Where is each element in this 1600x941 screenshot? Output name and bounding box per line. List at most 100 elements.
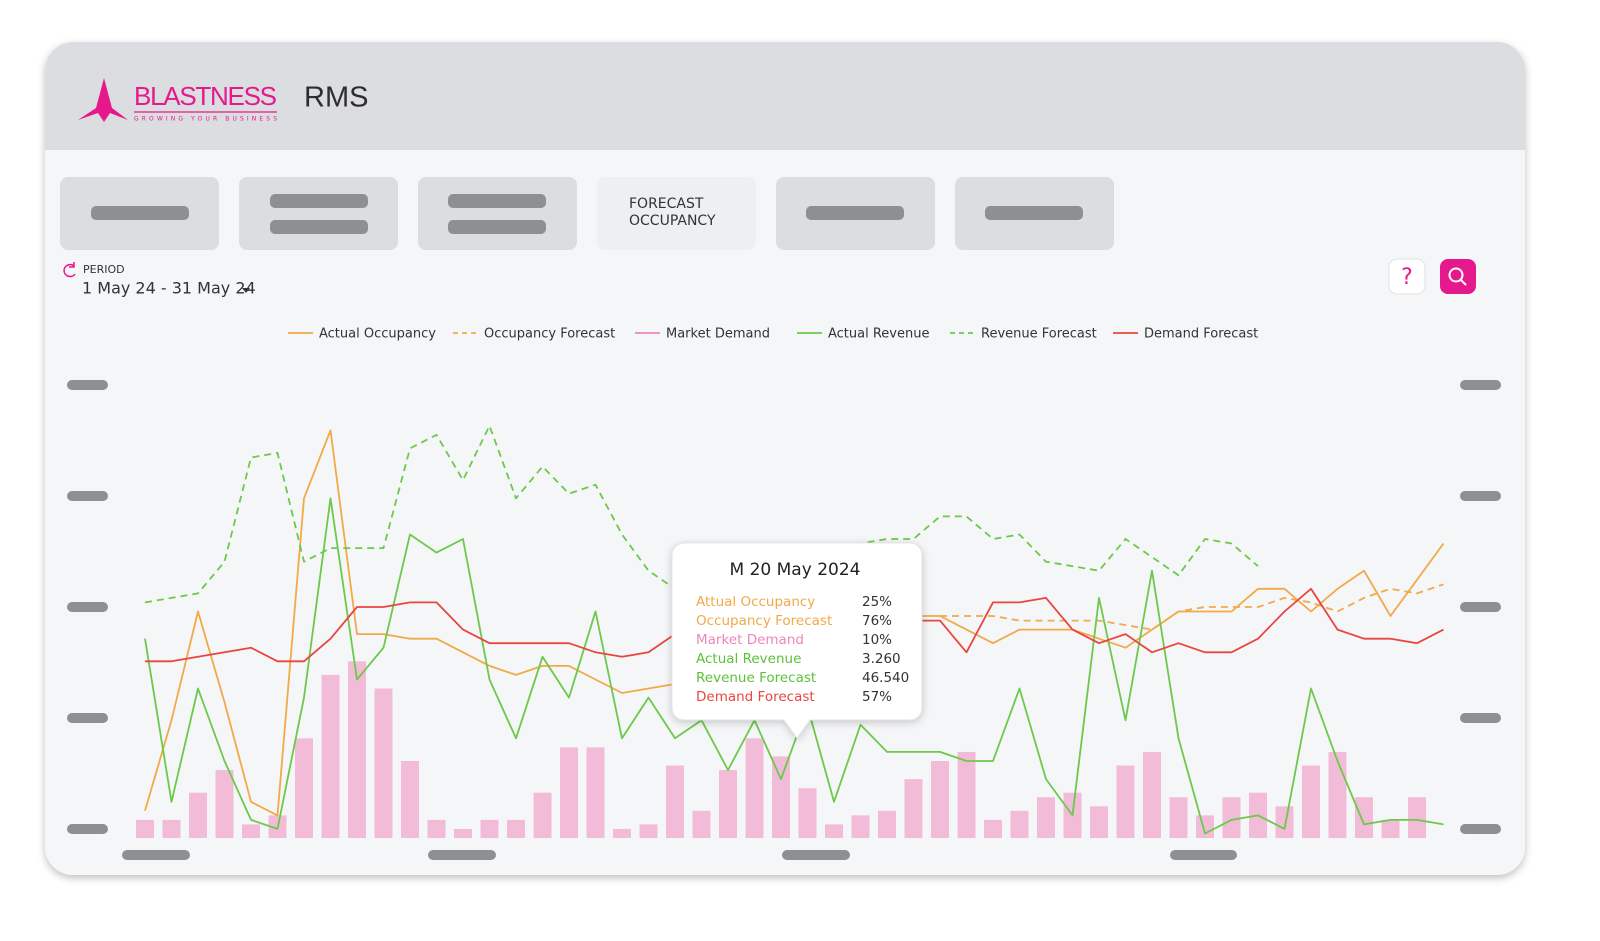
card xyxy=(45,42,1525,875)
dropdown-caret[interactable] xyxy=(242,288,250,293)
period-value[interactable]: 1 May 24 - 31 May 24 xyxy=(82,279,256,298)
bar xyxy=(242,824,260,838)
bar xyxy=(427,819,446,838)
tooltip-label: Revenue Forecast xyxy=(696,670,816,686)
bar xyxy=(1222,797,1241,838)
legend-label: Actual Revenue xyxy=(828,327,929,342)
search-button[interactable] xyxy=(1440,259,1476,294)
tooltip-label: Demand Forecast xyxy=(696,689,815,705)
tooltip-value: 3.260 xyxy=(862,651,901,667)
bar xyxy=(136,819,154,838)
bar xyxy=(401,760,419,838)
bar xyxy=(1116,765,1135,838)
placeholder xyxy=(67,491,108,501)
bar xyxy=(825,824,843,838)
placeholder xyxy=(448,220,546,234)
placeholder xyxy=(67,713,108,723)
help-button[interactable] xyxy=(1388,258,1426,295)
bar xyxy=(348,661,366,838)
bar xyxy=(162,819,181,838)
bar xyxy=(798,788,817,838)
bar xyxy=(745,738,764,838)
legend-label: Market Demand xyxy=(666,327,770,342)
tooltip-value: 10% xyxy=(862,632,892,648)
app-name: RMS xyxy=(304,82,368,114)
bar xyxy=(295,738,313,838)
bar xyxy=(586,747,605,838)
line xyxy=(940,583,1444,631)
tooltip-label: Occupancy Forecast xyxy=(696,613,832,629)
legend-label: Revenue Forecast xyxy=(981,327,1097,342)
bar xyxy=(480,819,499,838)
tabs: FORECAST OCCUPANCY xyxy=(60,177,1114,250)
bar xyxy=(1302,765,1320,838)
bar xyxy=(1275,806,1294,838)
refresh-icon[interactable] xyxy=(63,262,76,278)
bar xyxy=(1408,797,1426,838)
period-label: PERIOD xyxy=(83,263,125,276)
bar xyxy=(1169,797,1188,838)
bar xyxy=(666,765,684,838)
bar xyxy=(560,747,578,838)
placeholder xyxy=(1460,602,1501,612)
bar xyxy=(1010,810,1029,838)
legend-label: Occupancy Forecast xyxy=(484,327,615,342)
bar xyxy=(878,810,896,838)
tooltip-value: 46.540 xyxy=(862,670,909,686)
placeholder xyxy=(67,602,108,612)
tab-label: FORECAST xyxy=(629,196,704,212)
placeholder xyxy=(1460,824,1501,834)
bar xyxy=(1143,751,1161,838)
bar xyxy=(772,756,790,838)
search-icon xyxy=(1460,279,1467,286)
bar xyxy=(904,779,923,838)
tab-active[interactable] xyxy=(597,177,756,250)
bar xyxy=(984,819,1002,838)
bar xyxy=(613,828,631,838)
bar xyxy=(957,751,976,838)
tab[interactable] xyxy=(418,177,577,250)
bar xyxy=(692,810,711,838)
plot xyxy=(136,424,1445,838)
bar xyxy=(851,815,870,838)
bar xyxy=(321,674,340,838)
placeholder xyxy=(270,194,368,208)
placeholder xyxy=(91,206,189,220)
tab[interactable] xyxy=(239,177,398,250)
tooltip-value: 57% xyxy=(862,689,892,705)
placeholder xyxy=(985,206,1083,220)
placeholder xyxy=(67,824,108,834)
bar xyxy=(507,819,525,838)
bar xyxy=(1090,806,1108,838)
bar xyxy=(639,824,658,838)
placeholder xyxy=(122,850,190,860)
tooltip-title: M 20 May 2024 xyxy=(730,560,861,580)
header-bar xyxy=(45,42,1525,150)
placeholder xyxy=(1170,850,1237,860)
tooltip-label: Attual Occupancy xyxy=(696,594,815,610)
tab-label: OCCUPANCY xyxy=(629,213,716,229)
bar xyxy=(189,792,207,838)
tooltip-value: 76% xyxy=(862,613,892,629)
placeholder xyxy=(1460,713,1501,723)
bar xyxy=(1328,751,1347,838)
tooltip-label: Market Demand xyxy=(696,632,804,648)
tooltip-label: Actual Revenue xyxy=(696,651,801,667)
legend: Actual Occupancy Occupancy Forecast Market… xyxy=(288,327,1258,342)
legend-label: Actual Occupancy xyxy=(319,327,436,342)
logo-icon xyxy=(78,78,128,122)
bar xyxy=(215,770,234,838)
search-icon xyxy=(1448,267,1464,283)
axis-placeholders xyxy=(67,380,1501,860)
placeholder xyxy=(270,220,368,234)
bar xyxy=(533,792,552,838)
bar xyxy=(931,760,949,838)
placeholder xyxy=(448,194,546,208)
bar xyxy=(374,688,393,838)
legend-label: Demand Forecast xyxy=(1144,327,1258,342)
placeholder xyxy=(428,850,496,860)
placeholder xyxy=(67,380,108,390)
bar xyxy=(1196,815,1214,838)
